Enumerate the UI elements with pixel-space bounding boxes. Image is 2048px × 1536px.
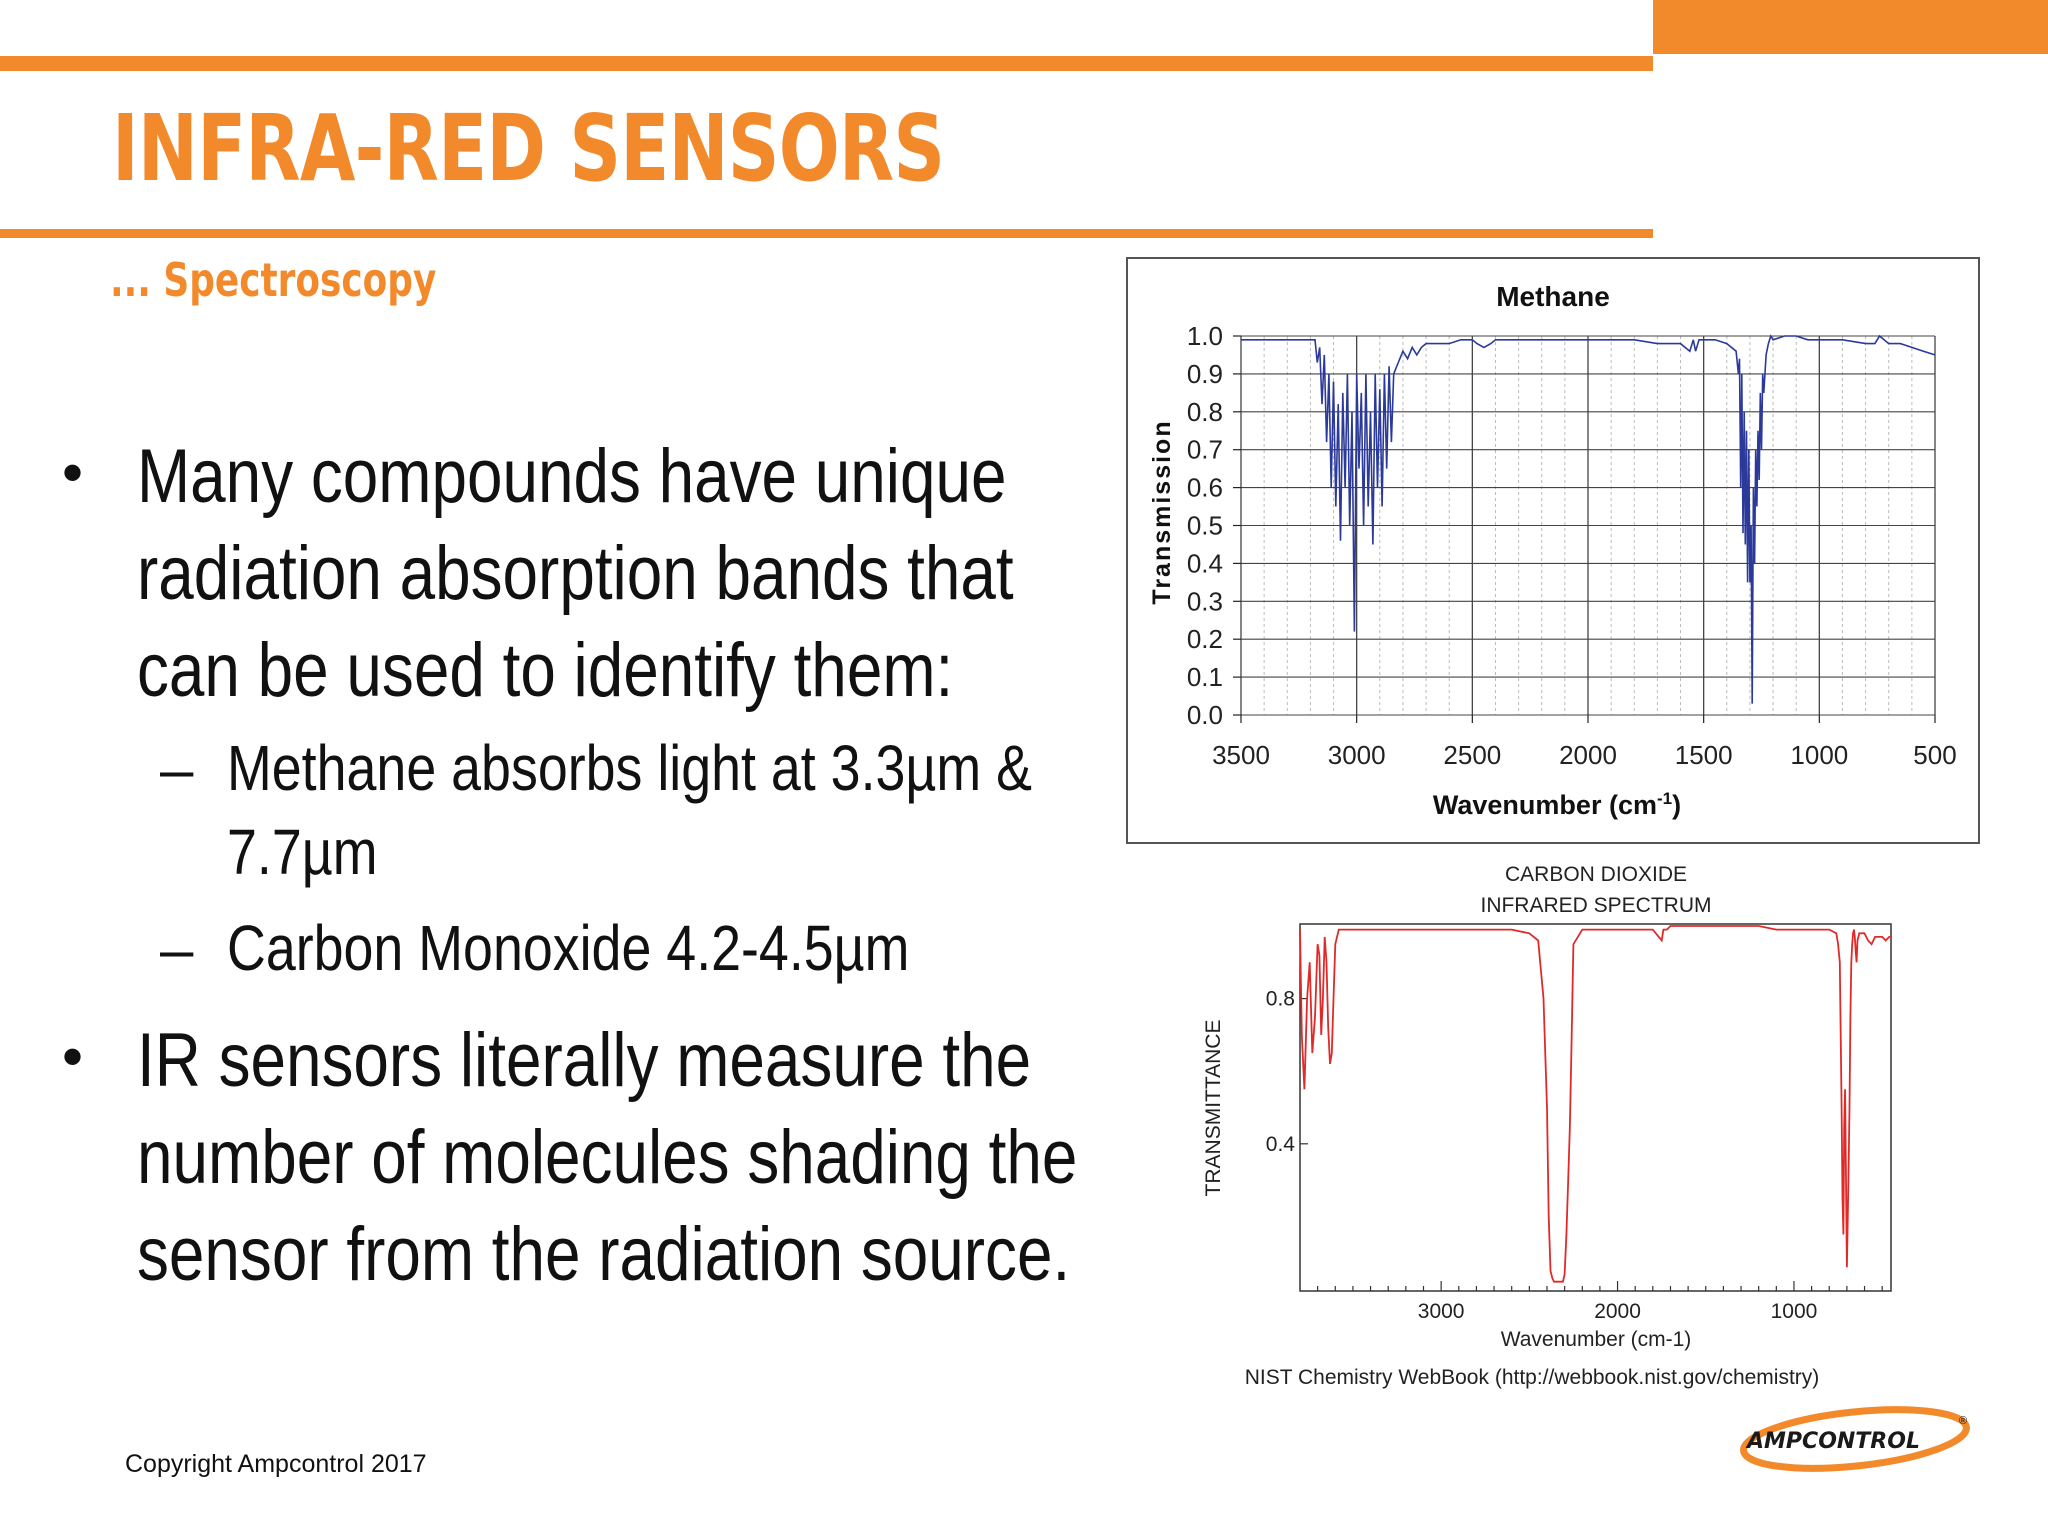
methane-y-tick-label: 0.2 [1187,624,1223,654]
methane-y-axis-label: Transmission [1148,419,1176,604]
logo-swoosh [1740,1406,1970,1472]
methane-x-axis-label: Wavenumber (cm-1) [1433,789,1681,820]
co2-x-axis-label: Wavenumber (cm-1) [1501,1328,1692,1351]
methane-y-tick-label: 0.7 [1187,435,1223,465]
methane-x-tick-label: 1000 [1790,740,1848,770]
methane-x-tick-label: 2500 [1443,740,1501,770]
methane-x-tick-label: 500 [1913,740,1956,770]
sub-bullet-2-line-1: Carbon Monoxide 4.2-4.5µm [227,912,910,984]
sub-bullet-dash-1: – [160,736,194,803]
co2-y-tick-label: 0.4 [1266,1133,1296,1156]
bullet-1-line-2: radiation absorption bands that [137,531,1014,616]
methane-y-tick-label: 0.9 [1187,359,1223,389]
logo-registered-mark: ® [1959,1415,1967,1427]
bullet-marker-2: • [62,1023,84,1090]
co2-plot-frame [1299,923,1892,1292]
methane-series-line [1241,334,1936,704]
ampcontrol-logo: AMPCONTROL ® [1740,1406,1970,1472]
header-top-bar [0,56,1653,71]
methane-x-tick-label: 1500 [1675,740,1733,770]
co2-series-line [1299,925,1891,1283]
co2-y-axis-label: TRANSMITTANCE [1202,1020,1225,1197]
co2-x-tick-label: 3000 [1418,1300,1465,1323]
bullet-2-line-2: number of molecules shading the [137,1115,1078,1200]
methane-x-tick-label: 2000 [1559,740,1617,770]
co2-x-tick-label: 2000 [1594,1300,1641,1323]
logo-wordmark: AMPCONTROL [1745,1429,1920,1454]
bullet-2-line-1: IR sensors literally measure the [137,1018,1032,1103]
methane-y-tick-label: 0.0 [1187,700,1223,730]
copyright-text: Copyright Ampcontrol 2017 [125,1450,427,1478]
methane-y-tick-label: 0.8 [1187,397,1223,427]
bullet-1-line-3: can be used to identify them: [137,628,954,713]
methane-y-tick-label: 0.1 [1187,662,1223,692]
bullet-1-line-1: Many compounds have unique [137,434,1007,519]
co2-y-tick-label: 0.8 [1266,988,1295,1011]
co2-x-tick-label: 1000 [1771,1300,1818,1323]
methane-y-tick-label: 0.4 [1187,548,1223,578]
methane-y-tick-label: 0.5 [1187,511,1223,541]
bullet-marker-1: • [62,439,84,506]
co2-chart-title: CARBON DIOXIDE [1505,863,1687,886]
methane-x-tick-label: 3500 [1212,740,1270,770]
methane-x-tick-label: 3000 [1328,740,1386,770]
sub-bullet-1-line-2: 7.7µm [227,816,378,888]
bullet-2-line-3: sensor from the radiation source. [137,1212,1071,1297]
co2-chart-subtitle: INFRARED SPECTRUM [1480,894,1711,917]
methane-chart-frame [1126,257,1980,844]
sub-bullet-dash-2: – [160,916,194,983]
nist-source-caption: NIST Chemistry WebBook (http://webbook.n… [1245,1366,1820,1389]
methane-y-tick-label: 0.6 [1187,473,1223,503]
methane-y-tick-label: 0.3 [1187,586,1223,616]
slide-subtitle: ... Spectroscopy [110,253,437,307]
methane-y-tick-label: 1.0 [1187,321,1223,351]
slide-title: INFRA-RED SENSORS [112,95,945,202]
methane-chart-title: Methane [1496,281,1610,312]
header-accent-block [1653,0,2048,54]
sub-bullet-1-line-1: Methane absorbs light at 3.3µm & [227,732,1032,804]
header-bottom-bar [0,229,1653,238]
